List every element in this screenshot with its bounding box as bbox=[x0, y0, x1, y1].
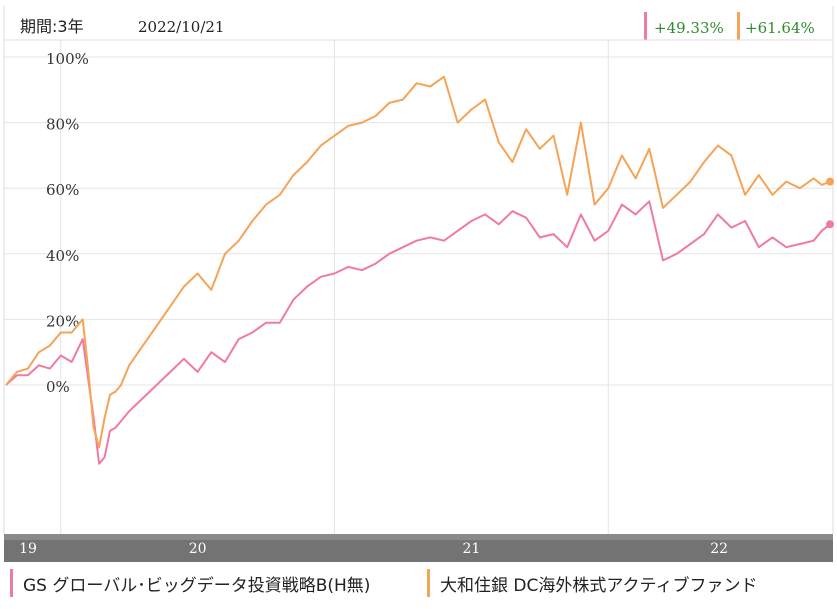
y-tick-label: 80% bbox=[46, 116, 79, 134]
legend-label-2: 大和住銀 DC海外株式アクティブファンド bbox=[440, 575, 758, 596]
badge-swatch-1 bbox=[644, 12, 647, 40]
badge-value-1: +49.33% bbox=[654, 19, 724, 37]
y-tick-label: 20% bbox=[46, 312, 79, 330]
grid-lines bbox=[4, 40, 833, 562]
x-tick-label: 20 bbox=[189, 541, 207, 557]
y-tick-label: 60% bbox=[46, 181, 79, 199]
series-end-point-2 bbox=[826, 177, 834, 186]
series-line-2 bbox=[5, 75, 831, 449]
series-lines bbox=[5, 75, 834, 465]
legend-swatch-2 bbox=[427, 569, 430, 597]
badge-value-2: +61.64% bbox=[745, 19, 815, 37]
legend-label-1: GS グローバル･ビッグデータ投資戦略B(H無) bbox=[23, 575, 371, 596]
header-bar bbox=[4, 6, 833, 40]
x-tick-label: 19 bbox=[19, 541, 37, 557]
legend-item-1: GS グローバル･ビッグデータ投資戦略B(H無) bbox=[10, 566, 370, 600]
x-tick-label: 22 bbox=[710, 541, 728, 557]
y-tick-label: 40% bbox=[46, 247, 79, 265]
date-label: 2022/10/21 bbox=[138, 18, 224, 36]
badge-swatch-2 bbox=[737, 12, 740, 40]
series-line-1 bbox=[5, 200, 831, 465]
legend-swatch-1 bbox=[10, 569, 13, 597]
y-tick-label: 100% bbox=[46, 50, 89, 68]
y-tick-label: 0% bbox=[46, 378, 70, 396]
period-label: 期間:3年 bbox=[20, 17, 84, 36]
x-axis-band-highlight bbox=[4, 534, 833, 540]
legend-item-2: 大和住銀 DC海外株式アクティブファンド bbox=[427, 566, 758, 600]
x-tick-label: 21 bbox=[462, 541, 480, 557]
x-tick-labels: 19 20 21 22 bbox=[19, 541, 728, 557]
series-end-point-1 bbox=[826, 220, 834, 229]
y-tick-labels: 100% 80% 60% 40% 20% 0% bbox=[46, 50, 89, 396]
